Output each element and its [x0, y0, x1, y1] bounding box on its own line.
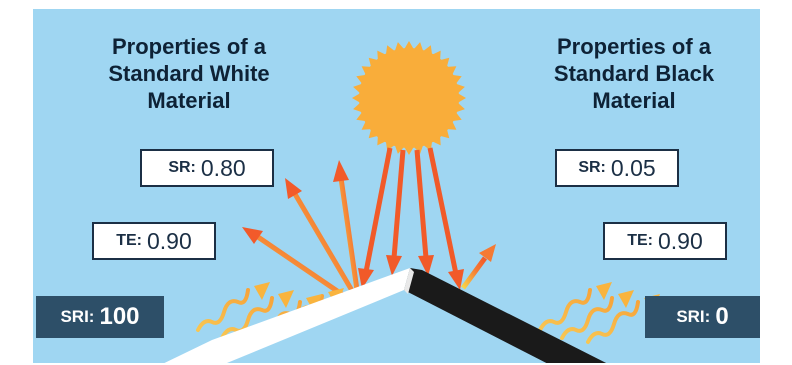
sr-value: 0.05 [610, 154, 656, 181]
heading-line: Material [592, 88, 676, 113]
heading-line: Standard Black [553, 61, 715, 86]
emitted-heat-wave-arrow [560, 296, 614, 340]
te-key: TE: [627, 232, 653, 249]
emitted-heat-wave-arrow [196, 288, 250, 332]
sri-value: 0 [715, 303, 729, 330]
white-material-heading: Properties of a Standard White Material [74, 33, 304, 114]
incoming-sunlight-arrow [448, 269, 464, 290]
sri-key: SRI: [60, 307, 95, 326]
black-roof-surface [404, 268, 607, 363]
emitted-heat-wave-arrow [220, 296, 274, 340]
incoming-sunlight-arrows [358, 147, 464, 290]
reflected-sunlight-arrow [285, 178, 302, 199]
te-black-label: TE: 0.90 [603, 222, 727, 260]
sun-icon [352, 41, 466, 155]
te-key: TE: [116, 232, 142, 249]
black-material-heading: Properties of a Standard Black Material [519, 33, 749, 114]
incoming-sunlight-arrow [358, 268, 374, 289]
te-value: 0.90 [658, 227, 703, 254]
reflected-sunlight-arrow [333, 160, 349, 182]
sr-value: 0.80 [200, 154, 246, 181]
te-white-label: TE: 0.90 [92, 222, 216, 260]
emitted-heat-wave-arrow [586, 300, 640, 344]
reflected-sunlight-arrows [242, 160, 496, 300]
white-roof-edge [404, 268, 414, 294]
incoming-sunlight-arrow [418, 255, 434, 276]
sri-black-label: SRI: 0 [645, 296, 760, 338]
white-roof-surface [164, 268, 410, 363]
reflected-sunlight-arrow [479, 244, 496, 262]
sr-key: SR: [578, 159, 606, 176]
sri-white-label: SRI: 100 [36, 296, 164, 338]
emitted-heat-wave-arrow [538, 288, 592, 332]
sr-white-label: SR: 0.80 [140, 149, 274, 187]
sr-black-label: SR: 0.05 [555, 149, 679, 187]
heading-line: Properties of a [556, 34, 712, 59]
heading-line: Properties of a [111, 34, 267, 59]
sr-key: SR: [168, 159, 196, 176]
sri-value: 100 [99, 303, 140, 330]
reflected-sunlight-arrow [242, 227, 263, 244]
heading-line: Material [147, 88, 231, 113]
heading-line: Standard White [108, 61, 270, 86]
te-value: 0.90 [147, 227, 192, 254]
sri-key: SRI: [676, 307, 711, 326]
roof-surfaces [164, 268, 607, 363]
incoming-sunlight-arrow [386, 255, 402, 276]
